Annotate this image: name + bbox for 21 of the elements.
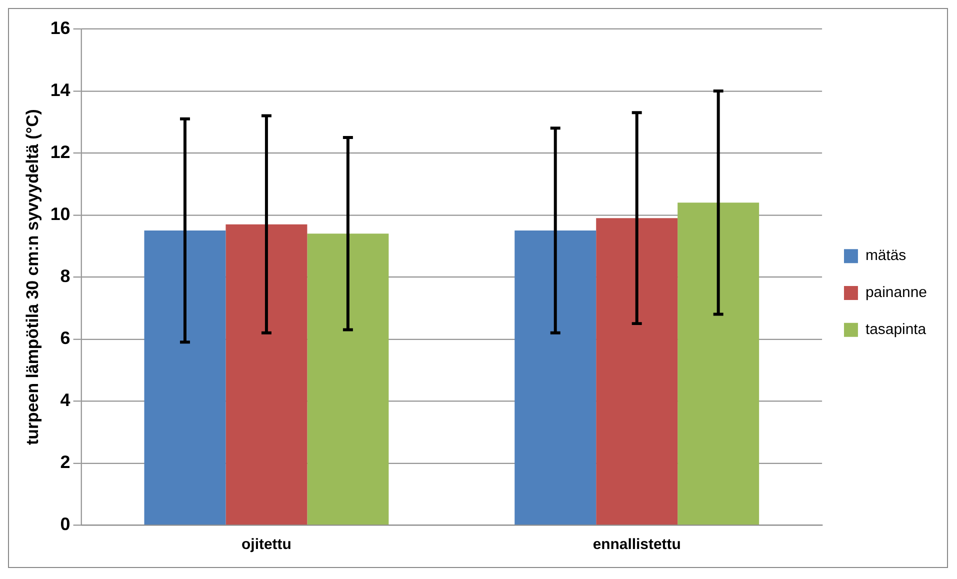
bar (144, 230, 226, 525)
y-tick-label: 0 (60, 514, 70, 534)
y-tick-label: 10 (50, 204, 70, 224)
y-tick-label: 4 (60, 390, 70, 410)
x-tick-label: ennallistettu (592, 536, 681, 554)
legend-label: mätäs (865, 247, 906, 264)
y-axis-title: turpeen lämpötila 30 cm:n syvyydeltä (°C) (22, 109, 42, 446)
y-tick-label: 6 (60, 328, 70, 348)
legend-label: tasapinta (865, 320, 927, 338)
bar (596, 218, 678, 525)
y-tick-label: 14 (50, 80, 70, 100)
bar (226, 224, 308, 525)
bar (514, 230, 596, 525)
bar (307, 234, 389, 525)
y-tick-label: 8 (60, 266, 70, 286)
legend-label: painanne (865, 284, 927, 302)
y-tick-label: 16 (50, 18, 70, 38)
y-tick-label: 12 (50, 142, 70, 162)
bar (678, 202, 760, 525)
x-tick-label: ojitettu (242, 536, 292, 554)
y-tick-label: 2 (60, 452, 70, 472)
